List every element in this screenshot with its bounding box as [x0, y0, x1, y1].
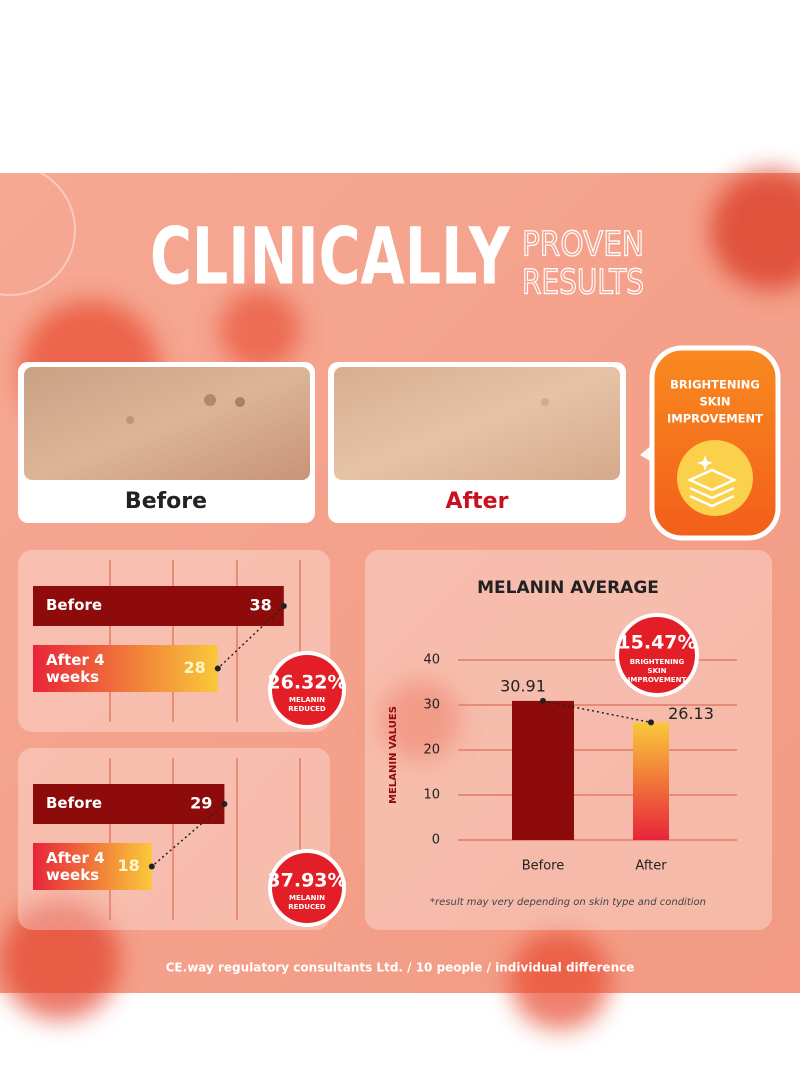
dot: [280, 603, 287, 609]
connector: [217, 605, 285, 670]
y-tick-label: 20: [423, 743, 440, 758]
category-label: After 4 weeks: [46, 650, 105, 686]
value-label: 30.91: [500, 676, 546, 695]
dot: [214, 665, 221, 672]
y-tick-label: 40: [423, 653, 440, 668]
value-label: 38: [250, 596, 272, 615]
annotation-value: 37.93%: [267, 870, 346, 892]
layers-icon: [686, 468, 738, 508]
spot: [126, 416, 134, 424]
value-label: 29: [190, 794, 212, 813]
bar: [33, 645, 218, 692]
annotation-label: BRIGHTENING SKIN IMPROVEMENT: [627, 658, 687, 684]
badge-pointer: [640, 445, 652, 462]
dot: [648, 719, 654, 726]
y-tick-label: 10: [423, 788, 440, 803]
value-label: 18: [118, 856, 140, 875]
category-label: After 4 weeks: [46, 848, 105, 884]
bubble: [0, 164, 76, 296]
bar: [33, 784, 225, 824]
photo-label: After: [446, 489, 509, 514]
photo-label: Before: [125, 489, 207, 514]
connector: [151, 803, 225, 868]
y-tick-label: 0: [432, 833, 440, 848]
title: CLINICALLY: [150, 212, 511, 302]
bar: [633, 722, 669, 840]
badge-text: SKIN: [699, 395, 730, 409]
subtitle: PROVEN: [522, 225, 644, 265]
badge-text: BRIGHTENING: [670, 378, 760, 392]
annotation-value: 15.47%: [617, 632, 696, 654]
value-label: 28: [184, 658, 206, 677]
annotation-label: MELANIN REDUCED: [288, 894, 326, 911]
bar: [512, 700, 574, 840]
bar: [33, 586, 284, 626]
annotation-label: MELANIN REDUCED: [288, 696, 326, 713]
annotation-value: 26.32%: [267, 672, 346, 694]
photo: [24, 367, 310, 480]
y-axis-label: MELANIN VALUES: [388, 706, 399, 804]
photo: [334, 367, 620, 480]
annotation-badge: [615, 613, 699, 697]
dot: [148, 863, 155, 870]
annotation-badge: [268, 849, 346, 927]
dot: [540, 697, 546, 704]
badge-text: IMPROVEMENT: [667, 412, 763, 426]
category-label: Before: [46, 794, 103, 812]
x-tick-label: Before: [522, 859, 565, 874]
annotation-badge: [268, 651, 346, 729]
y-tick-label: 30: [423, 698, 440, 713]
category-label: Before: [46, 596, 103, 614]
bar: [33, 843, 152, 890]
chart-title: MELANIN AVERAGE: [477, 578, 659, 598]
value-label: 26.13: [668, 704, 714, 723]
note: *result may very depending on skin type …: [430, 897, 706, 908]
footer: CE.way regulatory consultants Ltd. / 10 …: [166, 961, 635, 975]
sparkle-icon: [697, 455, 713, 471]
connector: [542, 700, 652, 724]
x-tick-label: After: [635, 859, 667, 874]
spot: [235, 397, 245, 407]
dot: [221, 801, 228, 807]
spot: [204, 394, 216, 406]
subtitle: RESULTS: [522, 263, 644, 303]
spot: [541, 398, 549, 406]
